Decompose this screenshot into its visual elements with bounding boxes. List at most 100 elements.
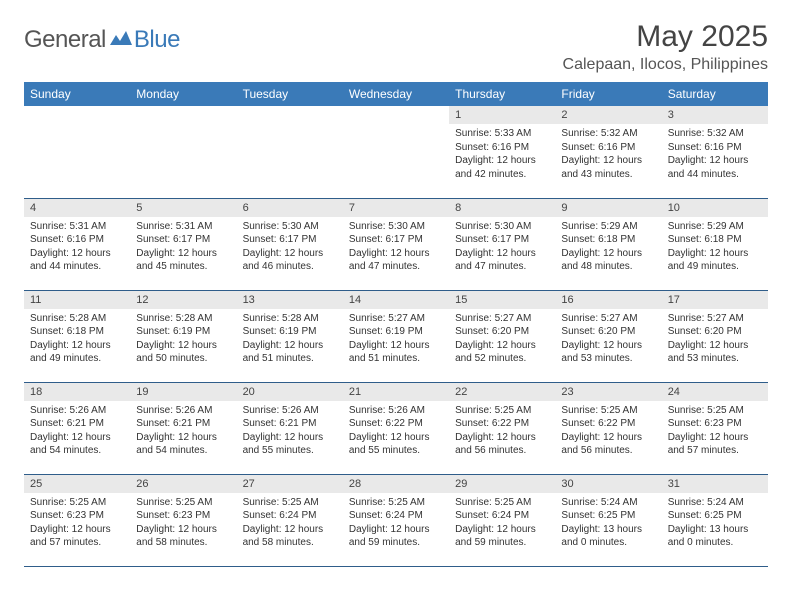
day-detail-line: Daylight: 12 hours xyxy=(136,339,230,353)
day-details: Sunrise: 5:27 AMSunset: 6:20 PMDaylight:… xyxy=(555,309,661,370)
day-detail-line: and 0 minutes. xyxy=(561,536,655,550)
day-detail-line: Sunrise: 5:28 AM xyxy=(30,312,124,326)
weekday-header: Tuesday xyxy=(237,82,343,106)
day-details: Sunrise: 5:28 AMSunset: 6:18 PMDaylight:… xyxy=(24,309,130,370)
day-detail-line: Sunset: 6:22 PM xyxy=(349,417,443,431)
calendar-cell: 13Sunrise: 5:28 AMSunset: 6:19 PMDayligh… xyxy=(237,290,343,382)
calendar-cell: 26Sunrise: 5:25 AMSunset: 6:23 PMDayligh… xyxy=(130,474,236,566)
calendar-cell: 11Sunrise: 5:28 AMSunset: 6:18 PMDayligh… xyxy=(24,290,130,382)
day-detail-line: Sunrise: 5:27 AM xyxy=(668,312,762,326)
day-detail-line: Sunset: 6:17 PM xyxy=(136,233,230,247)
day-details: Sunrise: 5:30 AMSunset: 6:17 PMDaylight:… xyxy=(343,217,449,278)
day-number: 16 xyxy=(555,291,661,309)
day-number: 31 xyxy=(662,475,768,493)
calendar-cell xyxy=(237,106,343,198)
day-details: Sunrise: 5:25 AMSunset: 6:24 PMDaylight:… xyxy=(449,493,555,554)
day-detail-line: Sunrise: 5:29 AM xyxy=(668,220,762,234)
day-number: 25 xyxy=(24,475,130,493)
day-detail-line: Daylight: 12 hours xyxy=(30,247,124,261)
day-number: 28 xyxy=(343,475,449,493)
day-detail-line: Daylight: 12 hours xyxy=(349,431,443,445)
day-detail-line: and 56 minutes. xyxy=(561,444,655,458)
calendar-cell: 25Sunrise: 5:25 AMSunset: 6:23 PMDayligh… xyxy=(24,474,130,566)
day-detail-line: and 42 minutes. xyxy=(455,168,549,182)
day-details: Sunrise: 5:32 AMSunset: 6:16 PMDaylight:… xyxy=(555,124,661,185)
day-number: 7 xyxy=(343,199,449,217)
day-number: 10 xyxy=(662,199,768,217)
logo-text-general: General xyxy=(24,26,106,54)
day-detail-line: Sunset: 6:18 PM xyxy=(561,233,655,247)
day-details: Sunrise: 5:31 AMSunset: 6:17 PMDaylight:… xyxy=(130,217,236,278)
day-detail-line: Sunset: 6:21 PM xyxy=(136,417,230,431)
day-number: 15 xyxy=(449,291,555,309)
day-details: Sunrise: 5:29 AMSunset: 6:18 PMDaylight:… xyxy=(662,217,768,278)
day-detail-line: Daylight: 12 hours xyxy=(455,247,549,261)
day-detail-line: Sunrise: 5:33 AM xyxy=(455,127,549,141)
calendar-cell: 27Sunrise: 5:25 AMSunset: 6:24 PMDayligh… xyxy=(237,474,343,566)
day-detail-line: Sunrise: 5:30 AM xyxy=(455,220,549,234)
day-detail-line: Sunrise: 5:27 AM xyxy=(455,312,549,326)
day-detail-line: Daylight: 12 hours xyxy=(243,431,337,445)
calendar-cell: 9Sunrise: 5:29 AMSunset: 6:18 PMDaylight… xyxy=(555,198,661,290)
calendar-week-row: 4Sunrise: 5:31 AMSunset: 6:16 PMDaylight… xyxy=(24,198,768,290)
day-details: Sunrise: 5:24 AMSunset: 6:25 PMDaylight:… xyxy=(662,493,768,554)
day-detail-line: Daylight: 12 hours xyxy=(136,247,230,261)
day-number: 29 xyxy=(449,475,555,493)
day-number: 26 xyxy=(130,475,236,493)
day-detail-line: Sunset: 6:17 PM xyxy=(349,233,443,247)
day-detail-line: and 53 minutes. xyxy=(668,352,762,366)
calendar-table: SundayMondayTuesdayWednesdayThursdayFrid… xyxy=(24,82,768,567)
day-number: 24 xyxy=(662,383,768,401)
day-details: Sunrise: 5:32 AMSunset: 6:16 PMDaylight:… xyxy=(662,124,768,185)
day-number: 27 xyxy=(237,475,343,493)
day-detail-line: Sunset: 6:22 PM xyxy=(455,417,549,431)
day-details: Sunrise: 5:25 AMSunset: 6:22 PMDaylight:… xyxy=(555,401,661,462)
day-detail-line: Daylight: 12 hours xyxy=(136,431,230,445)
calendar-cell: 8Sunrise: 5:30 AMSunset: 6:17 PMDaylight… xyxy=(449,198,555,290)
day-detail-line: Daylight: 12 hours xyxy=(668,431,762,445)
day-detail-line: Daylight: 12 hours xyxy=(668,154,762,168)
day-details: Sunrise: 5:28 AMSunset: 6:19 PMDaylight:… xyxy=(237,309,343,370)
calendar-cell: 23Sunrise: 5:25 AMSunset: 6:22 PMDayligh… xyxy=(555,382,661,474)
day-detail-line: and 47 minutes. xyxy=(455,260,549,274)
day-detail-line: Sunrise: 5:27 AM xyxy=(561,312,655,326)
day-details: Sunrise: 5:25 AMSunset: 6:24 PMDaylight:… xyxy=(343,493,449,554)
logo-text-blue: Blue xyxy=(134,26,180,54)
day-number: 22 xyxy=(449,383,555,401)
day-details: Sunrise: 5:25 AMSunset: 6:22 PMDaylight:… xyxy=(449,401,555,462)
day-detail-line: and 47 minutes. xyxy=(349,260,443,274)
day-number: 8 xyxy=(449,199,555,217)
calendar-cell: 16Sunrise: 5:27 AMSunset: 6:20 PMDayligh… xyxy=(555,290,661,382)
day-detail-line: Daylight: 12 hours xyxy=(668,339,762,353)
day-detail-line: Sunrise: 5:25 AM xyxy=(30,496,124,510)
day-detail-line: Sunset: 6:24 PM xyxy=(243,509,337,523)
day-number: 30 xyxy=(555,475,661,493)
calendar-cell xyxy=(130,106,236,198)
calendar-cell: 29Sunrise: 5:25 AMSunset: 6:24 PMDayligh… xyxy=(449,474,555,566)
day-detail-line: and 44 minutes. xyxy=(668,168,762,182)
location: Calepaan, Ilocos, Philippines xyxy=(563,56,768,74)
day-detail-line: Daylight: 12 hours xyxy=(455,154,549,168)
day-detail-line: Daylight: 12 hours xyxy=(561,247,655,261)
day-detail-line: Daylight: 12 hours xyxy=(561,154,655,168)
calendar-week-row: 1Sunrise: 5:33 AMSunset: 6:16 PMDaylight… xyxy=(24,106,768,198)
day-detail-line: Sunset: 6:19 PM xyxy=(349,325,443,339)
weekday-header: Thursday xyxy=(449,82,555,106)
day-detail-line: Sunrise: 5:30 AM xyxy=(349,220,443,234)
calendar-week-row: 11Sunrise: 5:28 AMSunset: 6:18 PMDayligh… xyxy=(24,290,768,382)
calendar-cell: 7Sunrise: 5:30 AMSunset: 6:17 PMDaylight… xyxy=(343,198,449,290)
day-detail-line: Sunset: 6:18 PM xyxy=(30,325,124,339)
day-details: Sunrise: 5:25 AMSunset: 6:23 PMDaylight:… xyxy=(24,493,130,554)
weekday-header: Monday xyxy=(130,82,236,106)
month-title: May 2025 xyxy=(563,20,768,54)
day-detail-line: Sunrise: 5:25 AM xyxy=(349,496,443,510)
day-details: Sunrise: 5:27 AMSunset: 6:19 PMDaylight:… xyxy=(343,309,449,370)
title-block: May 2025 Calepaan, Ilocos, Philippines xyxy=(563,20,768,74)
day-detail-line: Sunrise: 5:25 AM xyxy=(561,404,655,418)
calendar-cell: 1Sunrise: 5:33 AMSunset: 6:16 PMDaylight… xyxy=(449,106,555,198)
day-detail-line: Sunrise: 5:29 AM xyxy=(561,220,655,234)
day-detail-line: and 55 minutes. xyxy=(349,444,443,458)
day-detail-line: Sunrise: 5:25 AM xyxy=(243,496,337,510)
day-number: 13 xyxy=(237,291,343,309)
calendar-cell: 5Sunrise: 5:31 AMSunset: 6:17 PMDaylight… xyxy=(130,198,236,290)
